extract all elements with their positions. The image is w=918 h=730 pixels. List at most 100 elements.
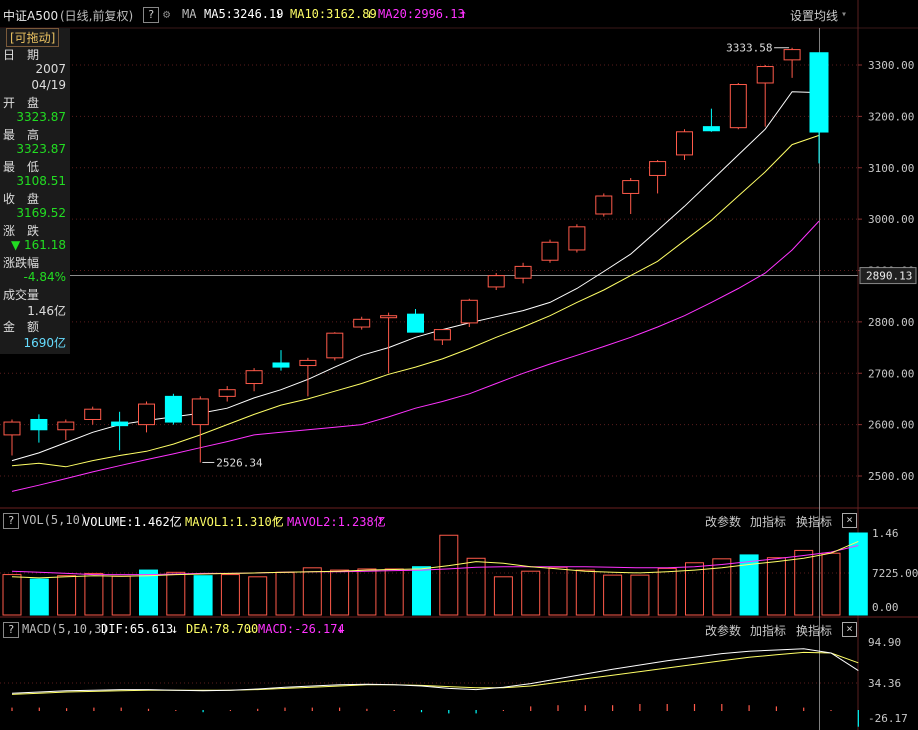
volume-bar bbox=[275, 571, 295, 616]
volume-bar bbox=[466, 557, 486, 616]
index-title[interactable]: 中证A500 bbox=[3, 9, 59, 23]
volume-bar bbox=[84, 572, 104, 616]
adjust-mode[interactable]: (日线,前复权) bbox=[60, 9, 134, 23]
open-label: 开 盘 bbox=[3, 96, 40, 110]
candle-body bbox=[702, 126, 720, 132]
quote-info-panel[interactable]: [可拖动] 日 期 2007 04/19 开 盘 3323.87 最 高 332… bbox=[0, 28, 70, 354]
volume-bar bbox=[166, 571, 186, 616]
close-icon[interactable]: × bbox=[842, 513, 857, 528]
volume-bar bbox=[521, 570, 541, 616]
macd-switch-indicator-button[interactable]: 换指标 bbox=[796, 624, 833, 638]
volume-bar bbox=[548, 566, 568, 616]
change-value: ▼ 161.18 bbox=[10, 238, 66, 252]
volume-bar bbox=[302, 567, 322, 616]
volume-bar bbox=[57, 575, 77, 616]
candle-body bbox=[111, 421, 129, 427]
volume-bar bbox=[220, 574, 240, 616]
candle-body bbox=[649, 161, 667, 176]
volume-bar bbox=[248, 576, 268, 616]
crosshair-price-box bbox=[859, 267, 917, 285]
price-tick-label: 2800.00 bbox=[868, 316, 914, 329]
candle-body bbox=[84, 408, 102, 420]
volume-bar bbox=[712, 558, 732, 616]
volume-value: 1.46亿 bbox=[27, 304, 66, 318]
volume-bar bbox=[630, 574, 650, 616]
mavol2-line bbox=[11, 545, 859, 576]
chevron-down-icon[interactable]: ▾ bbox=[841, 9, 848, 20]
ma20-arrow-icon: ↑ bbox=[460, 7, 468, 21]
date-day: 04/19 bbox=[31, 78, 66, 92]
volume-bar bbox=[111, 575, 131, 616]
volume-bar bbox=[739, 554, 759, 616]
volume-bar bbox=[384, 568, 404, 616]
mavol2-readout: MAVOL2:1.238亿 bbox=[287, 515, 386, 529]
candle-body bbox=[353, 318, 371, 328]
volume-bar bbox=[603, 574, 623, 616]
crosshair-price-label: 2890.13 bbox=[866, 270, 912, 283]
candle-body bbox=[380, 315, 398, 319]
macd-change-params-button[interactable]: 改参数 bbox=[705, 624, 742, 638]
pct-value: -4.84% bbox=[23, 270, 66, 284]
low-value: 3108.51 bbox=[16, 174, 66, 188]
help-icon[interactable]: ? bbox=[143, 7, 159, 23]
candle-body bbox=[272, 362, 290, 368]
volume-tick-label: 1.46 bbox=[872, 527, 899, 540]
drag-handle[interactable]: [可拖动] bbox=[6, 28, 60, 47]
gear-icon[interactable]: ⚙ bbox=[163, 7, 171, 21]
ma5-line bbox=[11, 91, 820, 462]
candle-body bbox=[568, 226, 586, 251]
candle-body bbox=[514, 265, 532, 279]
max-price-label: 3333.58 bbox=[726, 42, 772, 55]
volume-bar bbox=[657, 567, 677, 616]
high-value: 3323.87 bbox=[16, 142, 66, 156]
price-tick-label: 2500.00 bbox=[868, 470, 914, 483]
candle-body bbox=[541, 241, 559, 261]
macd-help-icon[interactable]: ? bbox=[3, 622, 19, 638]
high-label: 最 高 bbox=[3, 128, 40, 142]
add-indicator-button[interactable]: 加指标 bbox=[750, 515, 787, 529]
mavol1-line bbox=[11, 540, 859, 579]
macd-add-indicator-button[interactable]: 加指标 bbox=[750, 624, 787, 638]
mavol1-arrow-icon: ↑ bbox=[273, 513, 281, 527]
volume-bar bbox=[357, 568, 377, 616]
volume-tick-label: 0.00 bbox=[872, 601, 899, 614]
mavol1-readout: MAVOL1:1.310亿 bbox=[185, 515, 284, 529]
ma-label: MA bbox=[182, 7, 197, 21]
candle-body bbox=[407, 313, 424, 333]
volume-bar bbox=[193, 575, 213, 616]
dif-readout: DIF:65.613 bbox=[101, 622, 174, 636]
ma5-readout: MA5:3246.19 bbox=[204, 7, 284, 21]
ma10-arrow-icon: ↓ bbox=[366, 7, 374, 21]
macd-tick-label: -26.17 bbox=[868, 712, 908, 725]
ma20-line bbox=[11, 220, 820, 492]
volume-bar bbox=[493, 576, 513, 616]
ma10-line bbox=[11, 134, 820, 468]
volume-help-icon[interactable]: ? bbox=[3, 513, 19, 529]
volume-bar bbox=[412, 566, 431, 616]
ma5-arrow-icon: ↓ bbox=[275, 7, 283, 21]
ma20-readout: MA20:2996.13 bbox=[378, 7, 465, 21]
ma-settings-button[interactable]: 设置均线 bbox=[790, 9, 839, 23]
ma10-readout: MA10:3162.89 bbox=[290, 7, 377, 21]
candle-body bbox=[595, 195, 613, 215]
dea-arrow-icon: ↓ bbox=[246, 622, 254, 636]
change-params-button[interactable]: 改参数 bbox=[705, 515, 742, 529]
price-tick-label: 3000.00 bbox=[868, 213, 914, 226]
candle-body bbox=[729, 84, 747, 129]
volume-indicator-name[interactable]: VOL(5,10) bbox=[22, 513, 88, 527]
candle-body bbox=[218, 389, 236, 397]
candle-body bbox=[57, 421, 75, 431]
candle-body bbox=[30, 418, 48, 431]
volume-bar bbox=[2, 574, 22, 616]
volume-bar bbox=[766, 557, 786, 616]
macd-indicator-name[interactable]: MACD(5,10,3) bbox=[22, 622, 109, 636]
volume-bar bbox=[848, 532, 868, 616]
candle-body bbox=[783, 49, 801, 61]
price-tick-label: 2700.00 bbox=[868, 367, 914, 380]
volume-bar bbox=[330, 569, 350, 616]
candle-body bbox=[809, 52, 829, 133]
macd-close-icon[interactable]: × bbox=[842, 622, 857, 637]
candle-body bbox=[433, 329, 451, 341]
switch-indicator-button[interactable]: 换指标 bbox=[796, 515, 833, 529]
